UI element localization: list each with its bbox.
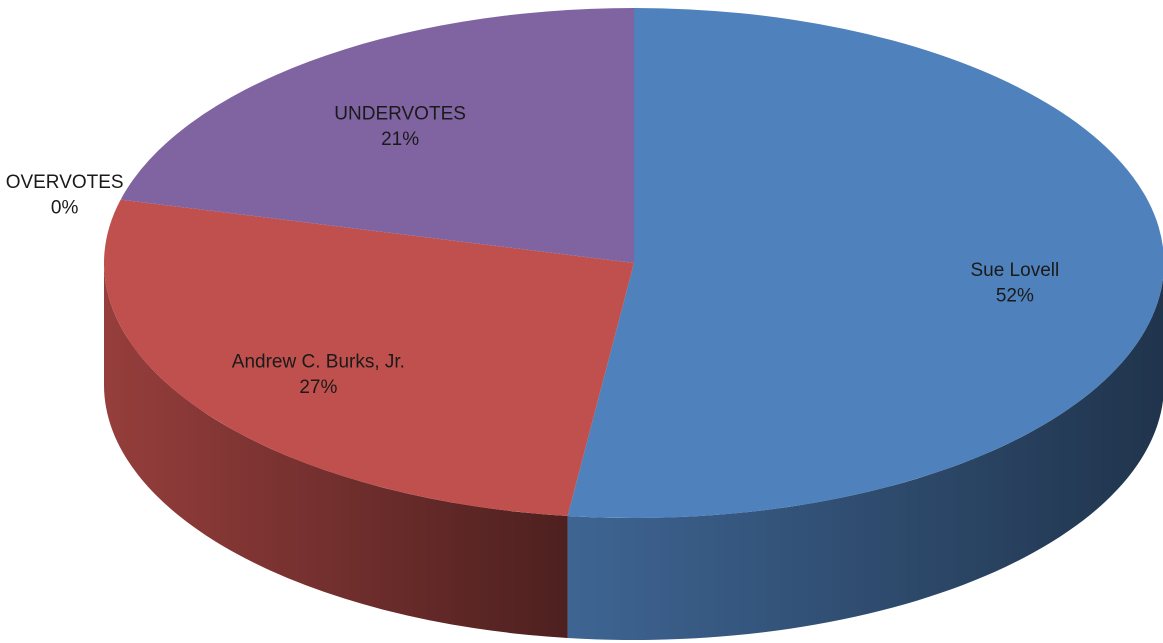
data-label-value-undervotes: 21%: [381, 129, 419, 150]
data-label-overvotes: OVERVOTES 0%: [6, 172, 124, 219]
data-label-undervotes: UNDERVOTES 21%: [334, 103, 466, 150]
data-label-value-sue-lovell: 52%: [996, 286, 1034, 307]
data-label-value-andrew-c-burks-jr: 27%: [299, 377, 337, 398]
data-label-name-overvotes: OVERVOTES: [6, 172, 124, 193]
data-label-name-sue-lovell: Sue Lovell: [970, 260, 1059, 281]
data-label-name-andrew-c-burks-jr: Andrew C. Burks, Jr.: [232, 352, 405, 373]
pie-labels: Sue Lovell 52% Andrew C. Burks, Jr. 27% OVER…: [6, 103, 1060, 398]
data-label-name-undervotes: UNDERVOTES: [334, 103, 466, 124]
pie-slice-andrew-c-burks-jr: [104, 199, 635, 516]
data-label-value-overvotes: 0%: [51, 198, 79, 219]
pie-tops: [104, 8, 1163, 518]
pie-sides: [104, 263, 1163, 640]
pie-side-sue-lovell: [567, 278, 1163, 640]
pie-slice-sue-lovell: [567, 8, 1163, 518]
pie-side-andrew-c-burks-jr: [104, 263, 568, 638]
data-label-sue-lovell: Sue Lovell 52%: [970, 260, 1059, 307]
data-label-andrew-c-burks-jr: Andrew C. Burks, Jr. 27%: [232, 352, 405, 399]
pie-slice-undervotes: [120, 8, 634, 263]
